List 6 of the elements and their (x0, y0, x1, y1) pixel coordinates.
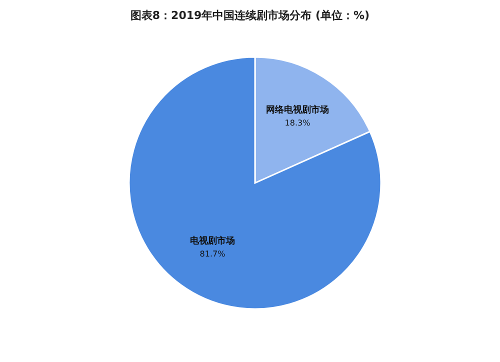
slice-label: 网络电视剧市场 (266, 104, 329, 116)
chart-title: 图表8：2019年中国连续剧市场分布 (单位：%) (129, 8, 371, 23)
pie-slice (128, 56, 382, 310)
slice-label: 电视剧市场 (190, 236, 236, 247)
data-label: 81.7% (200, 250, 226, 259)
data-label: 18.3% (284, 118, 311, 128)
